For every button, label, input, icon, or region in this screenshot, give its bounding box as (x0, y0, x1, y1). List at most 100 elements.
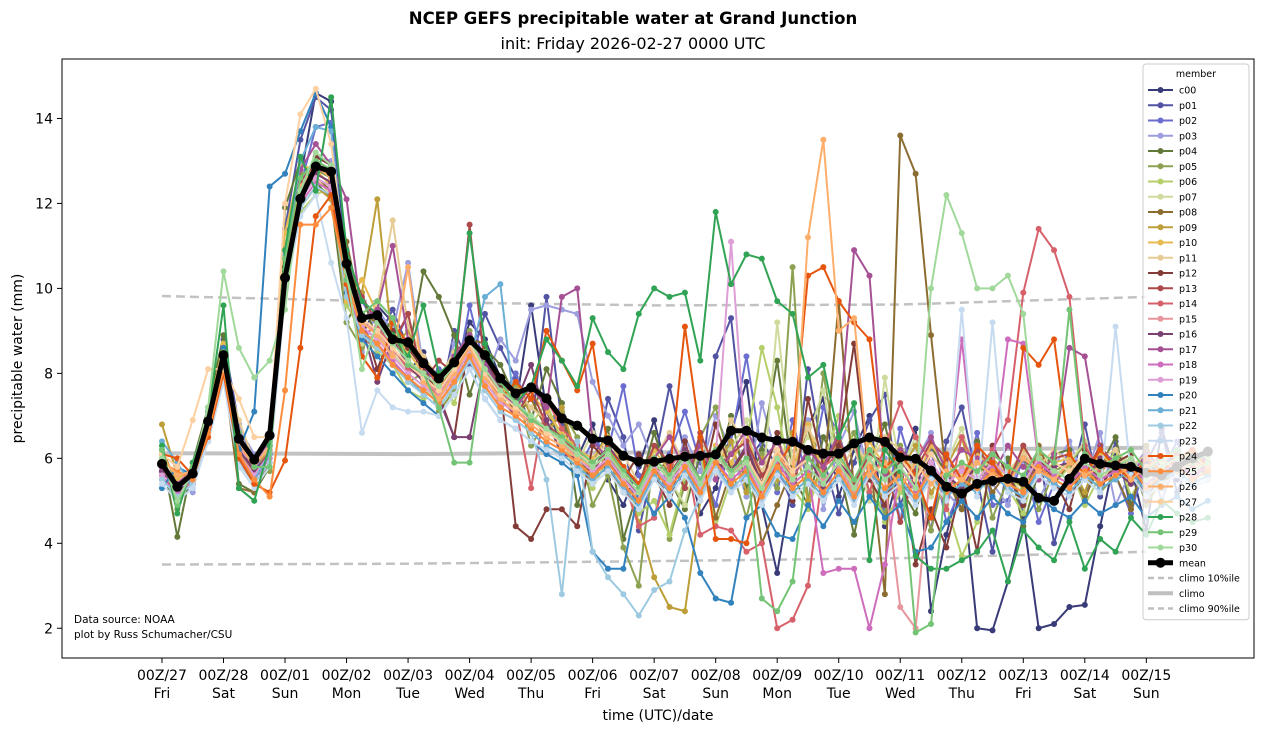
point-p17 (1004, 442, 1011, 449)
legend-label: p02 (1179, 116, 1197, 127)
point-p13 (466, 221, 473, 228)
x-tick-day-label: Thu (948, 686, 975, 702)
point-p28 (543, 336, 550, 343)
point-p29 (574, 446, 581, 453)
point-p17 (728, 451, 735, 458)
point-p25 (451, 378, 458, 385)
point-p26 (574, 455, 581, 462)
point-p26 (512, 408, 519, 415)
point-p20 (558, 459, 565, 466)
point-p14 (789, 616, 796, 623)
legend-marker (1157, 102, 1164, 109)
point-p20 (804, 502, 811, 509)
point-p25 (989, 468, 996, 475)
point-p05 (712, 404, 719, 411)
point-c00 (835, 493, 842, 500)
point-p12 (881, 502, 888, 509)
point-p28 (758, 255, 765, 262)
point-p12 (1020, 502, 1027, 509)
point-p25 (358, 327, 365, 334)
legend-marker (1157, 224, 1164, 231)
point-p22 (605, 574, 612, 581)
point-p28 (235, 485, 242, 492)
point-p23 (1020, 497, 1027, 504)
point-p26 (804, 234, 811, 241)
point-p22 (158, 476, 165, 483)
point-p11 (1020, 451, 1027, 458)
mean-point (172, 481, 183, 492)
point-p14 (1035, 225, 1042, 232)
point-p29 (774, 608, 781, 615)
point-p07 (681, 502, 688, 509)
point-p20 (405, 387, 412, 394)
point-p29 (974, 468, 981, 475)
point-p02 (743, 353, 750, 360)
point-p20 (774, 531, 781, 538)
point-p23 (251, 485, 258, 492)
point-p14 (758, 540, 765, 547)
point-c00 (1035, 625, 1042, 632)
x-tick-label: 00Z/11 (875, 668, 925, 684)
x-tick-day-label: Tue (826, 686, 851, 702)
point-p27 (312, 85, 319, 92)
point-p28 (712, 208, 719, 215)
series-line-p09 (161, 185, 1209, 613)
point-p25 (266, 493, 273, 500)
point-p19 (158, 472, 165, 479)
point-p07 (958, 425, 965, 432)
point-p25 (1081, 468, 1088, 475)
legend-marker (1157, 468, 1164, 475)
point-p29 (297, 174, 304, 181)
point-p01 (1051, 540, 1058, 547)
point-p02 (774, 489, 781, 496)
x-tick-day-label: Tue (395, 686, 420, 702)
point-p23 (343, 315, 350, 322)
point-p20 (789, 536, 796, 543)
point-p26 (835, 327, 842, 334)
y-tick-label: 14 (35, 111, 53, 127)
point-p24 (1020, 344, 1027, 351)
point-p29 (866, 446, 873, 453)
point-p28 (866, 557, 873, 564)
point-p28 (574, 383, 581, 390)
point-p25 (835, 468, 842, 475)
legend-item-p22: p22 (1148, 421, 1197, 432)
point-p23 (158, 480, 165, 487)
x-tick-day-label: Thu (517, 686, 544, 702)
point-c00 (620, 502, 627, 509)
point-p23 (1112, 323, 1119, 330)
point-p29 (851, 476, 858, 483)
point-p25 (1035, 463, 1042, 470)
legend-item-c00: c00 (1148, 86, 1196, 97)
mean-point (926, 465, 937, 476)
point-p26 (1127, 476, 1134, 483)
point-p23 (328, 259, 335, 266)
point-p13 (435, 357, 442, 364)
point-p14 (897, 400, 904, 407)
point-p25 (681, 463, 688, 470)
point-p05 (620, 544, 627, 551)
point-p12 (574, 523, 581, 530)
point-p26 (405, 264, 412, 271)
point-p23 (420, 408, 427, 415)
mean-point (710, 449, 721, 460)
point-p30 (405, 357, 412, 364)
point-p23 (712, 468, 719, 475)
point-p12 (666, 502, 673, 509)
legend-item-climo-10-ile: climo 10%ile (1148, 574, 1240, 585)
point-p29 (1051, 459, 1058, 466)
point-p17 (1081, 353, 1088, 360)
point-p19 (589, 468, 596, 475)
point-p05 (528, 442, 535, 449)
x-tick-day-label: Mon (332, 686, 362, 702)
point-p29 (589, 459, 596, 466)
point-p21 (958, 480, 965, 487)
point-p09 (651, 574, 658, 581)
point-p25 (528, 425, 535, 432)
point-p24 (820, 264, 827, 271)
mean-point (849, 438, 860, 449)
point-p20 (835, 497, 842, 504)
point-p20 (1020, 519, 1027, 526)
legend-item-climo-90-ile: climo 90%ile (1148, 604, 1240, 615)
legend-label: p15 (1179, 314, 1197, 325)
